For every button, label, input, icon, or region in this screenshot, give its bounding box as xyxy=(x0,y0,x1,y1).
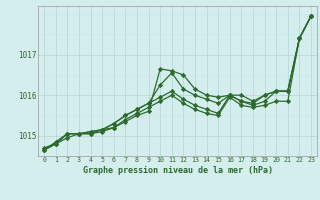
X-axis label: Graphe pression niveau de la mer (hPa): Graphe pression niveau de la mer (hPa) xyxy=(83,166,273,175)
